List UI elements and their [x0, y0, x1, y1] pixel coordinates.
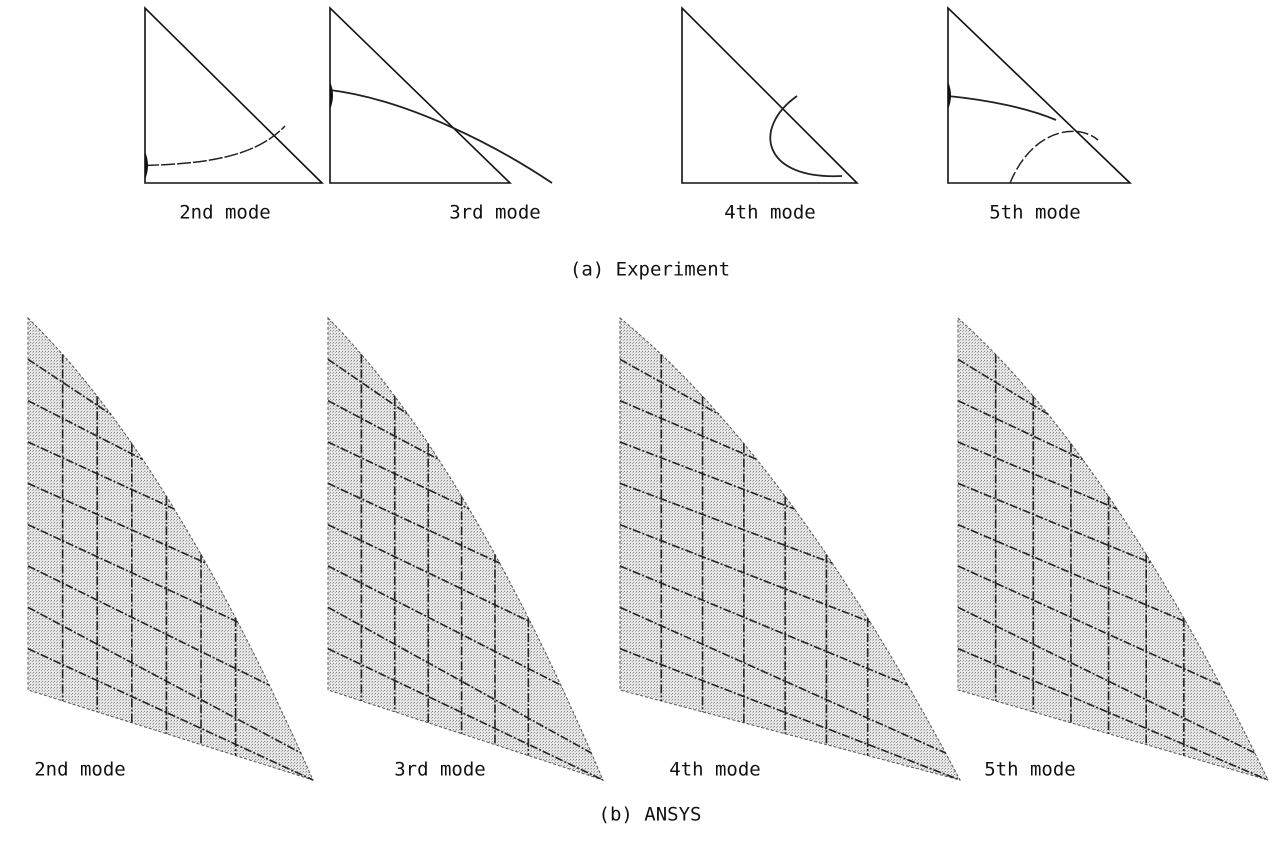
plate-outline: [948, 8, 1130, 183]
mode-label: 2nd mode: [34, 759, 126, 781]
plate-outline: [145, 8, 322, 183]
clamp: [330, 82, 333, 110]
mesh-surface: [28, 318, 313, 780]
nodal-line: [330, 90, 552, 183]
nodal-line: [145, 126, 285, 166]
page: {"experiment": {"panels": [{"label": "2n…: [0, 0, 1275, 844]
mode-label: 3rd mode: [449, 202, 541, 224]
mode-label: 2nd mode: [179, 202, 271, 224]
caption-b: (b) ANSYS: [599, 804, 702, 826]
clamp: [145, 152, 148, 180]
nodal-line: [948, 96, 1056, 120]
mode-label: 4th mode: [724, 202, 816, 224]
mode-label: 5th mode: [989, 202, 1081, 224]
plate-outline: [682, 8, 857, 183]
mode-label: 3rd mode: [394, 759, 486, 781]
mesh-surface: [958, 318, 1268, 780]
figure: (a) Experiment (b) ANSYS 2nd mode 3rd mod…: [0, 0, 1275, 844]
caption-a: (a) Experiment: [570, 259, 730, 281]
clamp: [948, 82, 951, 110]
mode-label: 5th mode: [984, 759, 1076, 781]
mode-label: 4th mode: [669, 759, 761, 781]
